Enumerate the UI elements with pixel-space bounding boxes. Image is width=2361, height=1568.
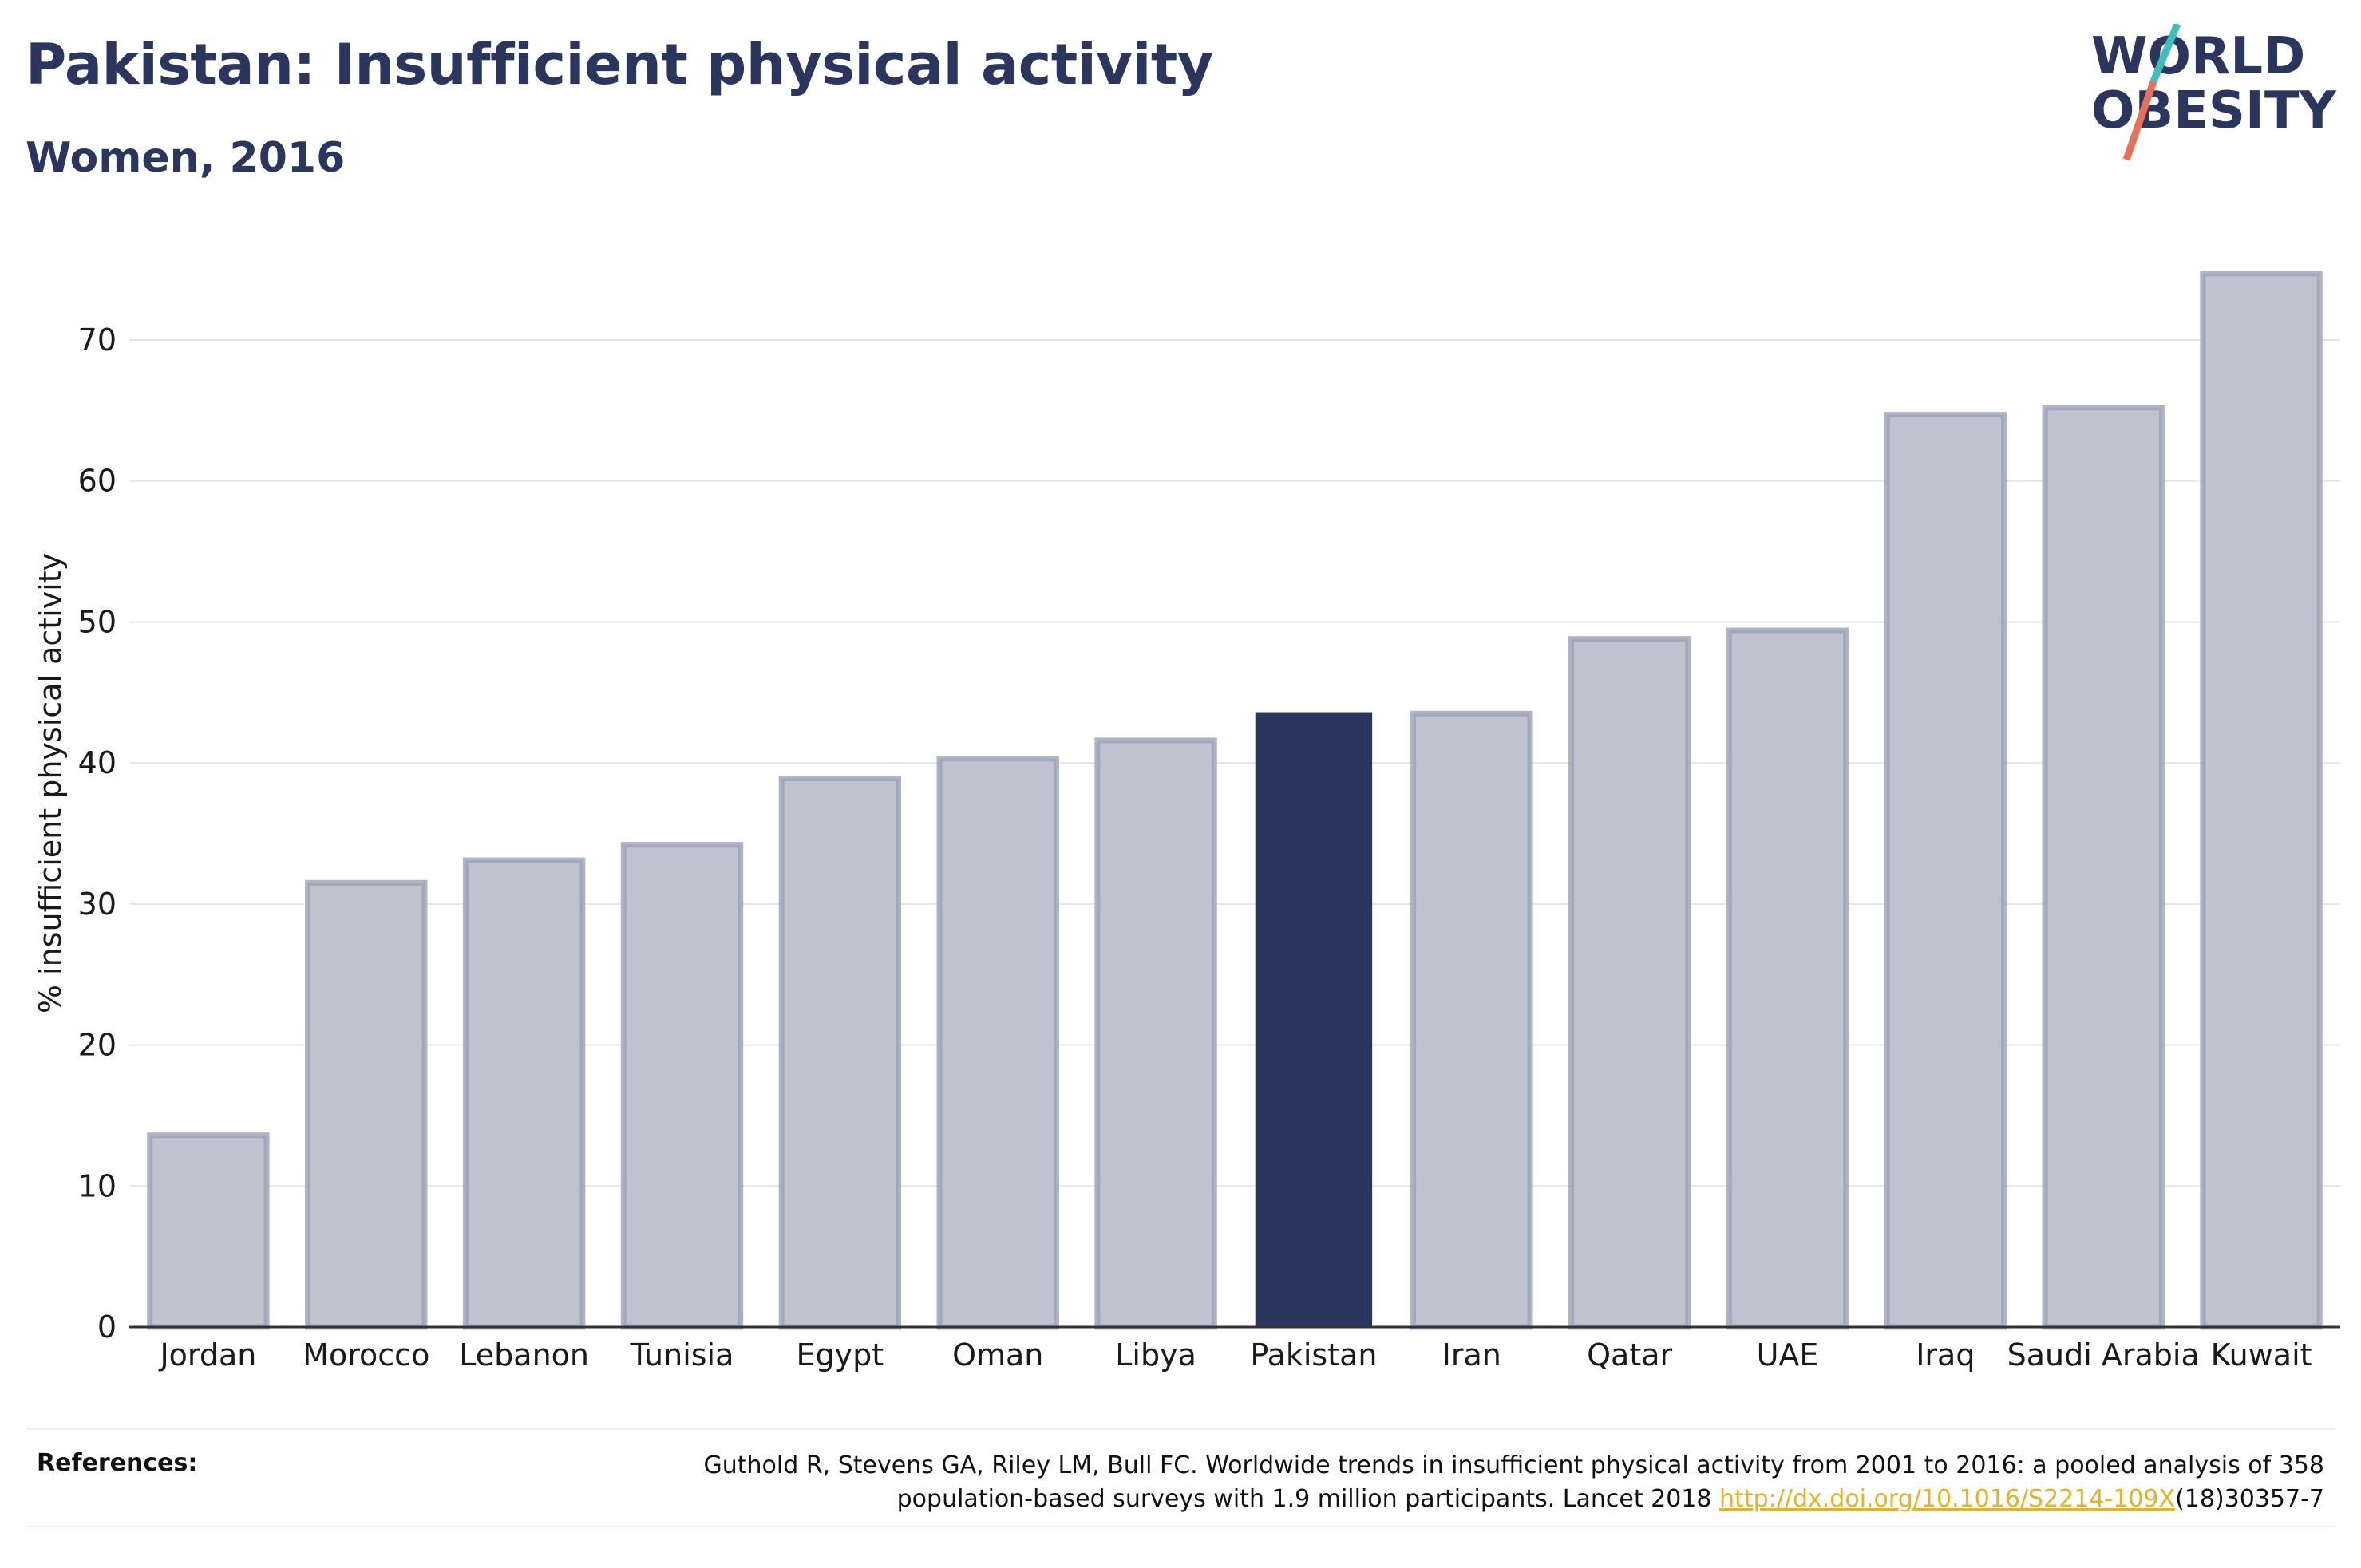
world-obesity-logo: WORLD OBESITY — [2091, 24, 2336, 161]
axes: 0 10 20 30 40 50 60 70 Jordan Morocco Lebanon Tunis… — [78, 322, 2340, 1372]
x-tick-label: Oman — [952, 1337, 1043, 1372]
bar-egypt — [778, 776, 902, 1330]
reference-doi-link[interactable]: http://dx.doi.org/10.1016/S2214-109X — [1719, 1485, 2176, 1513]
logo-slash-top — [2149, 24, 2181, 83]
bar-pakistan — [1255, 712, 1373, 1327]
x-tick-label: Saudi Arabia — [2007, 1337, 2200, 1372]
y-tick-label: 0 — [97, 1309, 117, 1345]
y-tick-label: 50 — [78, 604, 117, 639]
bar-oman — [936, 756, 1059, 1330]
bar-qatar — [1568, 636, 1691, 1330]
y-tick-label: 70 — [78, 322, 117, 357]
chart-title: Pakistan: Insufficient physical activity — [26, 32, 1213, 97]
logo-line-2: OBESITY — [2091, 81, 2336, 140]
x-tick-label: Iran — [1442, 1337, 1501, 1372]
bar-saudi-arabia — [2042, 405, 2165, 1330]
x-tick-label: Jordan — [158, 1337, 256, 1372]
bar-morocco — [305, 879, 428, 1330]
references-section: References: Guthold R, Stevens GA, Riley… — [26, 1428, 2335, 1527]
bar-kuwait — [2200, 271, 2323, 1330]
y-tick-label: 40 — [78, 745, 117, 780]
bar-iraq — [1884, 412, 2007, 1330]
x-tick-label: Iraq — [1916, 1337, 1975, 1372]
y-tick-label: 10 — [78, 1168, 117, 1203]
x-tick-label: Libya — [1115, 1337, 1196, 1372]
x-tick-label: Qatar — [1587, 1337, 1672, 1372]
bar-iran — [1410, 710, 1533, 1330]
y-tick-label: 20 — [78, 1028, 117, 1063]
reference-line-2-prefix: population-based surveys with 1.9 millio… — [896, 1485, 1720, 1513]
bar-tunisia — [620, 842, 744, 1330]
references-label: References: — [37, 1449, 198, 1477]
y-tick-label: 60 — [78, 464, 117, 499]
x-tick-label: Kuwait — [2211, 1337, 2312, 1372]
logo-slash-bottom — [2122, 80, 2157, 161]
x-tick-label: Pakistan — [1250, 1337, 1377, 1372]
references-text: Guthold R, Stevens GA, Riley LM, Bull FC… — [568, 1449, 2324, 1516]
bars — [147, 271, 2323, 1330]
bar-lebanon — [462, 857, 586, 1330]
x-tick-label: Morocco — [303, 1337, 429, 1372]
reference-line-1: Guthold R, Stevens GA, Riley LM, Bull FC… — [703, 1451, 2324, 1479]
bar-libya — [1094, 737, 1217, 1330]
logo-line-1: WORLD — [2091, 27, 2305, 86]
grid-lines — [129, 339, 2340, 1187]
y-axis-title: % insufficient physical activity — [33, 553, 68, 1013]
x-tick-label: UAE — [1757, 1337, 1819, 1372]
y-tick-label: 30 — [78, 887, 117, 922]
bar-jordan — [147, 1132, 270, 1330]
x-tick-label: Egypt — [797, 1337, 884, 1372]
reference-line-2-suffix: (18)30357-7 — [2175, 1485, 2324, 1513]
bar-chart: 0 10 20 30 40 50 60 70 Jordan Morocco Lebanon Tunis… — [33, 271, 2340, 1372]
x-tick-label: Tunisia — [630, 1337, 734, 1372]
bar-uae — [1726, 627, 1849, 1330]
x-tick-label: Lebanon — [459, 1337, 589, 1372]
chart-subtitle: Women, 2016 — [26, 134, 346, 182]
